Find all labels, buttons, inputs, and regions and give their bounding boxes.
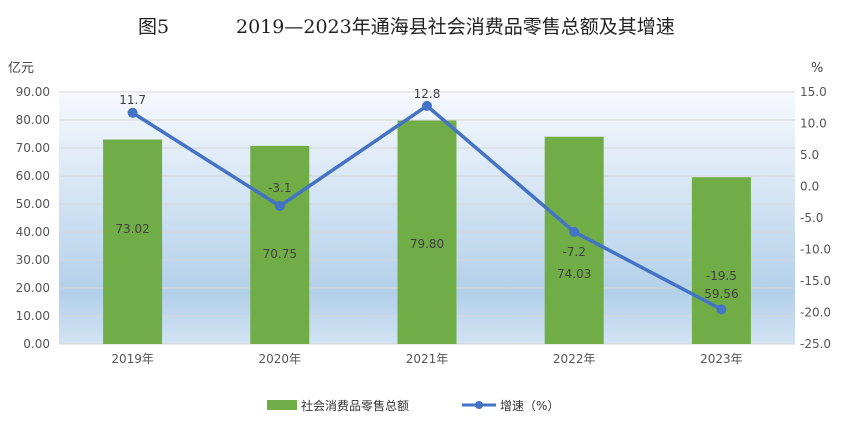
right-tick-label: -10.0 bbox=[800, 243, 831, 257]
left-tick-label: 60.00 bbox=[16, 169, 50, 183]
bar-data-label: 59.56 bbox=[704, 287, 738, 301]
line-data-label: -7.2 bbox=[562, 245, 585, 259]
legend-line-label: 增速（%） bbox=[500, 399, 559, 413]
left-tick-label: 0.00 bbox=[23, 337, 50, 351]
right-tick-label: -20.0 bbox=[800, 306, 831, 320]
x-tick-label: 2019年 bbox=[111, 352, 154, 366]
legend-bar-label: 社会消费品零售总额 bbox=[301, 398, 409, 413]
line-data-label: 11.7 bbox=[119, 93, 146, 107]
left-tick-label: 30.00 bbox=[16, 253, 50, 267]
chart-title: 2019—2023年通海县社会消费品零售总额及其增速 bbox=[236, 16, 675, 38]
left-tick-label: 50.00 bbox=[16, 197, 50, 211]
x-tick-label: 2023年 bbox=[700, 352, 743, 366]
right-tick-label: 5.0 bbox=[800, 148, 819, 162]
legend-line-marker bbox=[475, 401, 483, 409]
x-tick-label: 2021年 bbox=[406, 352, 449, 366]
right-tick-label: -15.0 bbox=[800, 274, 831, 288]
growth-point bbox=[422, 100, 432, 111]
bar-data-label: 70.75 bbox=[263, 247, 297, 261]
right-tick-label: 10.0 bbox=[800, 117, 827, 131]
bar bbox=[397, 120, 457, 344]
line-data-label: -19.5 bbox=[706, 269, 737, 283]
legend-bar-swatch bbox=[267, 400, 297, 410]
bar bbox=[250, 145, 310, 344]
x-tick-label: 2022年 bbox=[553, 352, 596, 366]
bar bbox=[544, 136, 604, 344]
left-tick-label: 70.00 bbox=[16, 141, 50, 155]
right-tick-label: 0.0 bbox=[800, 180, 819, 194]
bar bbox=[103, 139, 163, 344]
left-tick-label: 80.00 bbox=[16, 113, 50, 127]
right-tick-label: -5.0 bbox=[800, 211, 823, 225]
left-tick-label: 40.00 bbox=[16, 225, 50, 239]
line-data-label: 12.8 bbox=[414, 87, 441, 101]
left-tick-label: 10.00 bbox=[16, 309, 50, 323]
legend: 社会消费品零售总额 增速（%） bbox=[267, 398, 559, 413]
right-tick-label: -25.0 bbox=[800, 337, 831, 351]
left-axis-label: 亿元 bbox=[8, 61, 34, 76]
bar-data-label: 74.03 bbox=[557, 267, 591, 281]
right-tick-label: 15.0 bbox=[800, 85, 827, 99]
bar bbox=[691, 177, 751, 344]
growth-point bbox=[274, 201, 285, 212]
figure-label: 图5 bbox=[138, 16, 170, 38]
line-data-label: -3.1 bbox=[268, 181, 291, 195]
bar-data-label: 79.80 bbox=[410, 237, 444, 251]
left-tick-label: 90.00 bbox=[16, 85, 50, 99]
x-tick-label: 2020年 bbox=[259, 352, 302, 366]
bar-data-label: 73.02 bbox=[115, 222, 149, 236]
right-axis-label: % bbox=[811, 61, 823, 76]
growth-point bbox=[716, 304, 727, 315]
growth-point bbox=[127, 107, 138, 118]
growth-point bbox=[569, 226, 580, 237]
left-tick-label: 20.00 bbox=[16, 281, 50, 295]
